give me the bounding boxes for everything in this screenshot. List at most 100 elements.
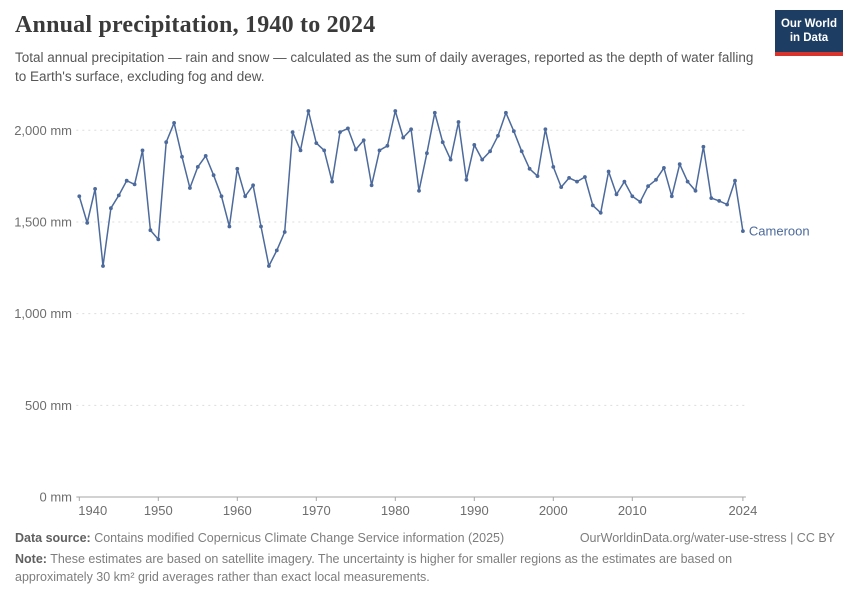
- data-point[interactable]: [456, 120, 461, 124]
- data-point[interactable]: [338, 130, 342, 135]
- data-point[interactable]: [496, 133, 500, 138]
- data-point[interactable]: [180, 154, 184, 159]
- data-point[interactable]: [590, 203, 595, 208]
- data-point[interactable]: [425, 151, 429, 156]
- data-point[interactable]: [188, 186, 192, 190]
- data-point[interactable]: [677, 162, 682, 167]
- data-point[interactable]: [77, 194, 82, 199]
- data-point[interactable]: [101, 264, 105, 268]
- data-point[interactable]: [298, 148, 303, 153]
- data-point[interactable]: [646, 184, 650, 189]
- y-tick-label: 500 mm: [25, 398, 72, 413]
- data-point[interactable]: [519, 149, 524, 154]
- y-tick-label: 0 mm: [40, 490, 73, 505]
- owid-logo-line1: Our World: [780, 18, 837, 30]
- data-point[interactable]: [464, 177, 469, 182]
- data-point[interactable]: [259, 224, 263, 229]
- chart-note: Note: These estimates are based on satel…: [15, 551, 805, 587]
- data-point[interactable]: [211, 173, 216, 178]
- x-tick-label: 1970: [302, 503, 331, 518]
- data-point[interactable]: [614, 192, 619, 197]
- data-point[interactable]: [385, 143, 390, 148]
- data-point[interactable]: [369, 183, 374, 188]
- data-point[interactable]: [733, 178, 737, 183]
- data-point[interactable]: [195, 165, 200, 169]
- data-point[interactable]: [488, 149, 492, 154]
- data-point[interactable]: [243, 194, 248, 199]
- data-point[interactable]: [504, 110, 508, 115]
- data-point[interactable]: [109, 206, 113, 211]
- data-point[interactable]: [551, 165, 556, 169]
- owid-logo: Our World in Data: [775, 10, 843, 56]
- data-point[interactable]: [654, 177, 658, 182]
- data-point[interactable]: [322, 148, 327, 153]
- data-point[interactable]: [353, 147, 358, 152]
- data-point[interactable]: [227, 224, 232, 229]
- data-point[interactable]: [417, 188, 421, 193]
- y-tick-label: 2,000 mm: [14, 123, 72, 138]
- y-tick-label: 1,000 mm: [14, 306, 72, 321]
- data-point[interactable]: [511, 129, 516, 134]
- series-line-cameroon[interactable]: [78, 110, 744, 267]
- data-point[interactable]: [267, 264, 271, 268]
- data-point[interactable]: [717, 199, 722, 203]
- data-point[interactable]: [251, 183, 256, 188]
- data-point[interactable]: [346, 126, 350, 131]
- data-point[interactable]: [314, 141, 319, 146]
- data-point[interactable]: [741, 229, 745, 234]
- data-point[interactable]: [140, 148, 145, 153]
- data-point[interactable]: [567, 176, 571, 180]
- data-point[interactable]: [583, 175, 587, 179]
- data-point[interactable]: [622, 179, 627, 184]
- note-label: Note:: [15, 551, 47, 566]
- data-point[interactable]: [448, 157, 453, 162]
- data-point[interactable]: [472, 143, 477, 147]
- data-point[interactable]: [330, 179, 334, 184]
- data-point[interactable]: [235, 166, 240, 171]
- x-tick-label: 1940: [78, 503, 107, 518]
- data-point[interactable]: [630, 194, 635, 199]
- data-point[interactable]: [132, 182, 137, 187]
- data-point[interactable]: [164, 140, 169, 145]
- data-point[interactable]: [274, 248, 279, 253]
- data-point[interactable]: [432, 110, 437, 115]
- data-point[interactable]: [693, 188, 698, 193]
- data-point[interactable]: [669, 194, 674, 199]
- data-point[interactable]: [306, 109, 311, 113]
- data-point[interactable]: [116, 193, 121, 198]
- data-point[interactable]: [685, 179, 690, 184]
- data-point[interactable]: [93, 187, 97, 191]
- data-point[interactable]: [124, 178, 129, 183]
- data-point[interactable]: [172, 121, 177, 125]
- data-point[interactable]: [598, 210, 603, 215]
- data-point[interactable]: [393, 109, 398, 113]
- data-point[interactable]: [527, 166, 532, 171]
- data-point[interactable]: [638, 199, 643, 204]
- x-tick-label: 1960: [223, 503, 252, 518]
- owid-link[interactable]: OurWorldinData.org/water-use-stress | CC…: [579, 531, 835, 545]
- data-point[interactable]: [409, 127, 413, 132]
- data-point[interactable]: [701, 144, 706, 149]
- series-label-cameroon[interactable]: Cameroon: [749, 224, 810, 239]
- data-point[interactable]: [606, 169, 611, 174]
- data-point[interactable]: [361, 138, 366, 143]
- data-point[interactable]: [709, 196, 714, 201]
- data-point[interactable]: [282, 230, 287, 234]
- data-point[interactable]: [440, 140, 445, 145]
- data-point[interactable]: [559, 185, 564, 190]
- data-point[interactable]: [575, 179, 579, 184]
- data-point[interactable]: [85, 221, 90, 225]
- data-point[interactable]: [543, 127, 548, 132]
- data-point[interactable]: [662, 166, 666, 170]
- data-point[interactable]: [203, 154, 208, 158]
- data-point[interactable]: [725, 202, 729, 207]
- data-point[interactable]: [219, 194, 224, 199]
- data-point[interactable]: [401, 135, 406, 140]
- data-point[interactable]: [156, 237, 161, 242]
- data-point[interactable]: [290, 130, 295, 135]
- data-point[interactable]: [535, 174, 540, 179]
- data-point[interactable]: [148, 228, 153, 233]
- data-point[interactable]: [480, 157, 485, 162]
- data-point[interactable]: [377, 148, 382, 153]
